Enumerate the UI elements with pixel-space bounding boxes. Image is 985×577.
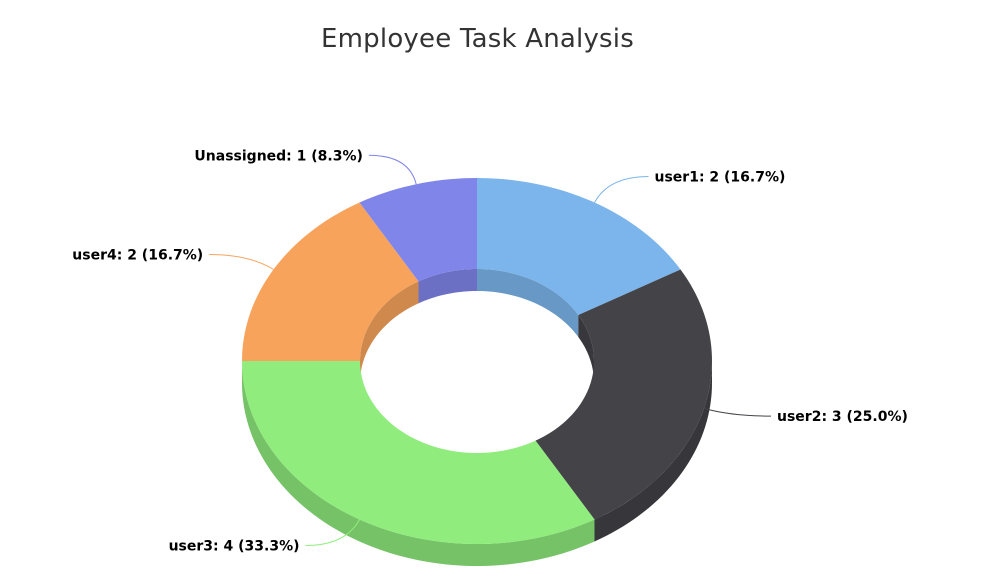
label-group: user1: 2 (16.7%) user2: 3 (25.0%) user3: 4… xyxy=(72,148,908,554)
slice-user4[interactable] xyxy=(242,202,419,361)
slice-group xyxy=(242,178,712,566)
slice-user3[interactable] xyxy=(242,361,595,544)
slice-inner-user1-0 xyxy=(477,269,579,337)
slice-inner-user2-0 xyxy=(578,315,594,383)
slice-side-user3 xyxy=(242,361,595,566)
slice-side-user2 xyxy=(594,361,712,542)
slice-inner-user4-1 xyxy=(360,281,419,383)
slice-user2[interactable] xyxy=(535,269,712,520)
connector-user3 xyxy=(305,519,360,546)
data-label-user1: user1: 2 (16.7%) xyxy=(655,170,786,186)
connector-user4 xyxy=(209,254,274,270)
data-label-user4: user4: 2 (16.7%) xyxy=(72,248,203,264)
data-label-user2: user2: 3 (25.0%) xyxy=(777,409,908,425)
slice-user1[interactable] xyxy=(477,178,681,315)
data-label-unassigned: Unassigned: 1 (8.3%) xyxy=(194,148,362,164)
connector-user1 xyxy=(594,176,649,203)
connector-unassigned xyxy=(368,154,417,185)
chart-title: Employee Task Analysis xyxy=(321,24,634,54)
data-label-user3: user3: 4 (33.3%) xyxy=(169,539,300,555)
slice-inner-unassigned-1 xyxy=(418,269,477,304)
connector-user2 xyxy=(703,407,772,417)
slice-unassigned[interactable] xyxy=(359,178,478,282)
